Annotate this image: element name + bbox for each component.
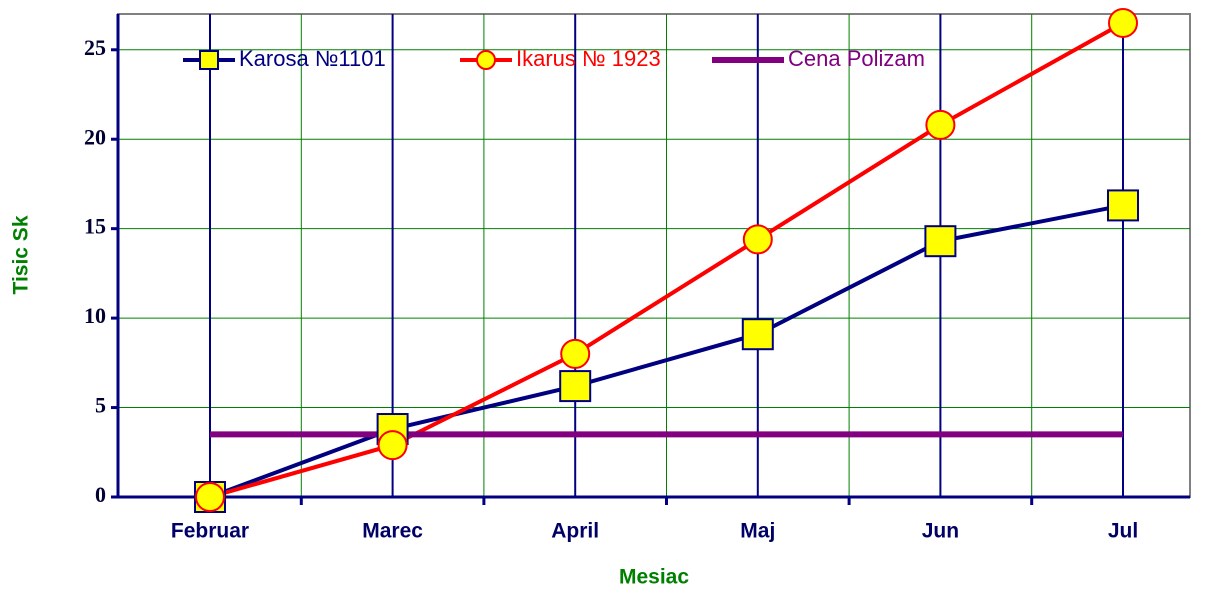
series-line (209, 21, 1124, 499)
marker (741, 318, 774, 351)
legend-label: Ikarus № 1923 (516, 46, 661, 71)
marker (560, 338, 591, 369)
series-line (209, 203, 1124, 499)
x-tick-label: April (551, 520, 599, 543)
marker (195, 482, 225, 512)
marker (1108, 7, 1138, 38)
x-tick-label: Februar (171, 520, 249, 543)
y-tick-label: 25 (84, 35, 106, 60)
x-tick-label: Jul (1108, 520, 1138, 543)
marker (377, 430, 408, 461)
x-tick-label: Maj (740, 520, 775, 543)
marker (742, 224, 773, 255)
y-axis-title: Tisic Sk (10, 215, 33, 294)
legend-marker (199, 50, 219, 70)
marker (1107, 189, 1139, 222)
marker (559, 370, 592, 403)
legend-label: Karosa №1101 (239, 46, 386, 71)
y-tick-label: 15 (84, 214, 106, 239)
x-axis-title: Mesiac (619, 566, 689, 589)
y-tick-label: 10 (84, 303, 106, 328)
marker (925, 109, 956, 140)
y-tick-label: 0 (95, 482, 106, 507)
legend-label: Cena Polizam (788, 46, 925, 71)
plot-area (117, 13, 1191, 498)
legend-marker (476, 50, 496, 70)
y-tick-label: 5 (95, 393, 106, 418)
x-tick-label: Jun (922, 520, 959, 543)
y-tick-label: 20 (84, 124, 106, 149)
x-tick-label: Marec (362, 520, 423, 543)
marker (924, 225, 957, 258)
